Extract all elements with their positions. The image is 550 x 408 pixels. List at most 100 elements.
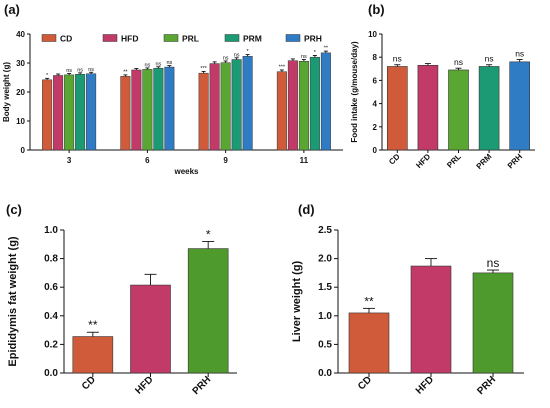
panel-b-significance-label: ns: [393, 54, 402, 64]
panel-a-significance-label: **: [123, 69, 128, 75]
panel-a-panel-label: (a): [4, 2, 20, 17]
panel-b-y-tick-label: 2: [373, 123, 378, 132]
panel-d-y-tick-label: 2.0: [318, 254, 332, 265]
panel-a-bar-cd: [42, 79, 53, 151]
panel-a-bar-prh: [320, 52, 331, 151]
panel-b-significance-label: ns: [454, 57, 463, 67]
panel-c-y-tick-label: 0.4: [44, 311, 58, 322]
panel-a-bar-prm: [309, 56, 320, 151]
panel-a-y-tick-label: 20: [16, 88, 25, 97]
panel-d-y-tick-label: 1.0: [318, 311, 332, 322]
panel-b-panel-label: (b): [368, 2, 385, 17]
panel-a-y-tick-label: 10: [16, 117, 25, 126]
panel-a-bar-prh: [164, 66, 175, 151]
panel-a-y-tick-label: 0: [21, 146, 26, 155]
panel-c-significance-label: **: [88, 318, 98, 332]
panel-a-bar-prl: [298, 61, 309, 151]
panel-a-legend-label: PRM: [243, 34, 262, 44]
panel-c-panel-label: (c): [6, 202, 22, 217]
panel-a-bar-prm: [153, 67, 164, 151]
panel-a-bar-cd: [276, 71, 287, 151]
panel-d-significance-label: **: [364, 294, 374, 308]
panel-a-y-tick-label: 40: [16, 30, 25, 39]
panel-a-significance-label: ***: [200, 66, 207, 72]
panel-c-bar-hfd: [130, 284, 171, 374]
panel-c-y-tick-label: 1.0: [44, 225, 58, 236]
panel-d-y-tick-label: 0.0: [318, 368, 332, 379]
panel-a-bar-hfd: [53, 75, 64, 151]
panel-d-y-tick-label: 2.5: [318, 225, 332, 236]
panel-a-legend-swatch-prm: [224, 34, 240, 42]
panel-a-x-tick-label: 9: [223, 156, 228, 165]
panel-a-legend-swatch-hfd: [102, 34, 118, 42]
panel-b-bar-cd: [386, 66, 408, 151]
panel-a-y-tick-label: 30: [16, 59, 25, 68]
panel-d-panel-label: (d): [298, 202, 315, 217]
panel-a-legend-swatch-cd: [41, 34, 57, 42]
panel-b-y-tick-label: 10: [368, 30, 377, 39]
panel-a-bar-prl: [142, 69, 153, 151]
panel-a-legend-label: PRL: [182, 34, 199, 44]
panel-a-bar-cd: [198, 72, 209, 151]
panel-d-significance-label: ns: [487, 256, 500, 270]
panel-a-bar-prh: [86, 73, 97, 151]
panel-a-legend-label: CD: [60, 34, 72, 44]
panel-a-significance-label: ***: [279, 64, 286, 70]
panel-a-x-tick-label: 6: [145, 156, 150, 165]
panel-a-significance-label: *: [314, 50, 317, 56]
panel-c-bar-cd: [72, 336, 114, 374]
panel-a-significance-label: ns: [66, 68, 72, 74]
panel-d-bar-cd: [348, 312, 390, 374]
panel-c-y-axis-title: Epididymis fat weight (g): [7, 236, 19, 367]
panel-a-legend-swatch-prl: [163, 34, 179, 42]
panel-a-significance-label: *: [46, 73, 49, 79]
panel-a-significance-label: ns: [155, 61, 161, 67]
panel-b-bar-prl: [448, 69, 469, 151]
panel-b-bar-hfd: [417, 65, 439, 151]
panel-a-bar-hfd: [287, 60, 298, 151]
panel-a-significance-label: ns: [88, 67, 94, 73]
panel-c-significance-label: *: [206, 227, 211, 241]
panel-a-bar-prh: [242, 56, 253, 151]
panel-d-bar-prh: [472, 272, 514, 374]
panel-c-bar-prh: [187, 248, 229, 374]
panel-a-bar-prl: [220, 62, 231, 151]
panel-b-y-axis-title: Food intake (g/mouse/day): [350, 41, 359, 143]
panel-a-bar-cd: [120, 76, 131, 151]
panel-b-y-tick-label: 8: [373, 53, 378, 62]
panel-b-y-tick-label: 4: [373, 100, 378, 109]
panel-a-significance-label: ns: [301, 54, 307, 60]
panel-a-significance-label: ns: [144, 62, 150, 68]
panel-a-bar-prm: [231, 59, 242, 151]
panel-a-significance-label: ns: [166, 60, 172, 66]
panel-b-bar-prh: [509, 61, 531, 151]
panel-d-y-tick-label: 0.5: [318, 339, 332, 350]
panel-a-legend-swatch-prh: [285, 34, 301, 42]
panel-b-y-tick-label: 6: [373, 76, 378, 85]
panel-b-bar-prm: [478, 66, 500, 151]
panel-a-x-tick-label: 3: [67, 156, 72, 165]
panel-a-significance-label: *: [247, 49, 250, 55]
panel-b-significance-label: ns: [485, 54, 494, 64]
panel-c-y-tick-label: 0.6: [44, 282, 58, 293]
panel-b-significance-label: ns: [515, 49, 524, 59]
panel-c-y-tick-label: 0.8: [44, 254, 58, 265]
panel-a-bar-hfd: [131, 69, 142, 151]
panel-a-legend-label: HFD: [121, 34, 138, 44]
panel-d-bar-hfd: [410, 265, 452, 374]
panel-a-significance-label: ns: [234, 52, 240, 58]
panel-c-y-tick-label: 0.0: [44, 368, 58, 379]
panel-a-significance-label: ns: [223, 55, 229, 61]
panel-a-bar-prm: [75, 74, 86, 151]
panel-a-legend-label: PRH: [304, 34, 322, 44]
panel-a-significance-label: ns: [77, 67, 83, 73]
panel-c-y-tick-label: 0.2: [44, 339, 58, 350]
panel-a-significance-label: **: [324, 46, 329, 52]
panel-a-bar-hfd: [209, 63, 220, 151]
panel-d-y-axis-title: Liver weight (g): [291, 261, 303, 343]
panel-b-y-tick-label: 0: [373, 146, 378, 155]
panel-a-x-tick-label: 11: [300, 156, 309, 165]
panel-d-y-tick-label: 1.5: [318, 282, 332, 293]
panel-a-y-axis-title: Body weight (g): [2, 62, 11, 122]
